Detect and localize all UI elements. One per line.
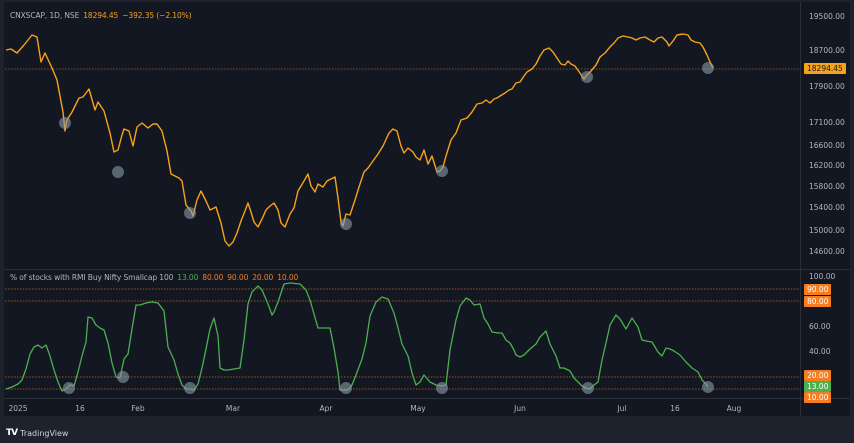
- level-90-label: 90.00: [804, 284, 832, 295]
- price-tick: 17100.00: [809, 118, 845, 127]
- symbol-info: CNXSCAP, 1D, NSE: [10, 11, 80, 20]
- price-tick: 18700.00: [809, 46, 845, 55]
- price-tick: 15000.00: [809, 226, 845, 235]
- price-tick: 15400.00: [809, 203, 845, 212]
- indicator-value: 13.00: [177, 273, 199, 282]
- marker-dot: [59, 117, 71, 129]
- price-tick: 19500.00: [809, 12, 845, 21]
- pane-separator[interactable]: [4, 269, 850, 270]
- marker-dot: [340, 382, 352, 394]
- time-tick: 16: [75, 404, 85, 413]
- marker-dot: [581, 71, 593, 83]
- price-change: −392.35 (−2.10%): [122, 11, 192, 20]
- price-series-line: [5, 33, 714, 247]
- indicator-tick: 100.00: [809, 272, 836, 281]
- indicator-markers: [63, 371, 714, 394]
- marker-dot: [436, 165, 448, 177]
- tradingview-logo-icon: TV: [6, 428, 18, 438]
- marker-dot: [63, 382, 75, 394]
- time-tick: May: [410, 404, 426, 413]
- indicator-series-line: [5, 282, 709, 392]
- tradingview-logo[interactable]: TV TradingView: [6, 428, 68, 438]
- marker-dot: [184, 382, 196, 394]
- price-tick: 16200.00: [809, 161, 845, 170]
- price-tick: 14600.00: [809, 247, 845, 256]
- indicator-tick: 60.00: [809, 322, 831, 331]
- marker-dot: [112, 166, 124, 178]
- marker-dot: [702, 381, 714, 393]
- current-price-label: 18294.45: [804, 63, 846, 74]
- marker-dot: [117, 371, 129, 383]
- level-value: 10.00: [277, 273, 299, 282]
- time-tick: Mar: [225, 404, 241, 413]
- level-value: 80.00: [202, 273, 224, 282]
- level-value: 20.00: [252, 273, 274, 282]
- time-tick: Jul: [617, 404, 627, 413]
- indicator-tick: 40.00: [809, 347, 831, 356]
- time-tick: 16: [670, 404, 680, 413]
- time-tick: Aug: [726, 404, 742, 413]
- time-tick: Feb: [131, 404, 145, 413]
- price-tick: 17900.00: [809, 82, 845, 91]
- last-price: 18294.45: [83, 11, 119, 20]
- time-axis-separator: [4, 398, 850, 399]
- tradingview-logo-text: TradingView: [20, 428, 69, 438]
- indicator-title: % of stocks with RMI Buy Nifty Smallcap …: [10, 273, 174, 282]
- marker-dot: [702, 62, 714, 74]
- indicator-legend[interactable]: % of stocks with RMI Buy Nifty Smallcap …: [10, 273, 302, 282]
- price-tick: 15800.00: [809, 182, 845, 191]
- price-legend[interactable]: CNXSCAP, 1D, NSE 18294.45 −392.35 (−2.10%): [10, 11, 196, 20]
- level-10-label: 10.00: [804, 392, 832, 403]
- indicator-current-label: 13.00: [804, 381, 832, 392]
- time-tick: Jun: [514, 404, 526, 413]
- time-tick: Apr: [319, 404, 333, 413]
- price-axis-separator: [800, 2, 801, 416]
- marker-dot: [184, 207, 196, 219]
- marker-dot: [582, 382, 594, 394]
- level-value: 90.00: [227, 273, 249, 282]
- marker-dot: [340, 218, 352, 230]
- price-tick: 16600.00: [809, 141, 845, 150]
- marker-dot: [436, 382, 448, 394]
- price-markers: [59, 62, 714, 230]
- level-80-label: 80.00: [804, 296, 832, 307]
- time-tick: 2025: [8, 404, 28, 413]
- level-20-label: 20.00: [804, 370, 832, 381]
